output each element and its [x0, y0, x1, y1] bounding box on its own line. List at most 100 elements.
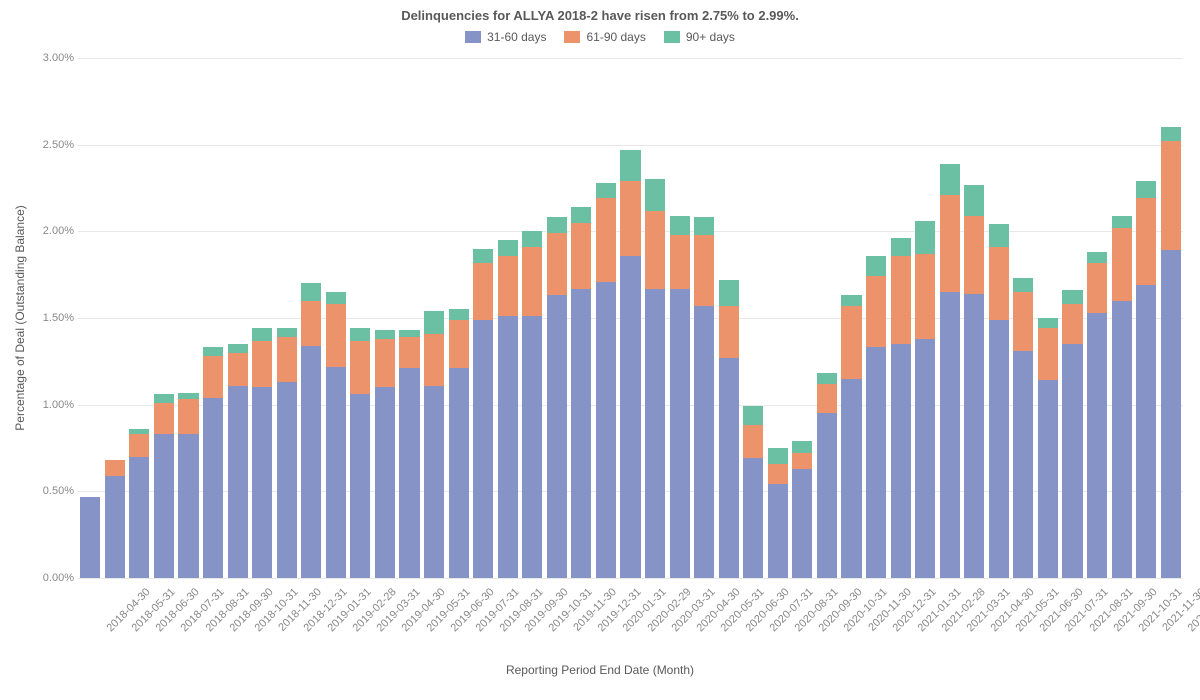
bar-segment: [645, 211, 665, 289]
bar-segment: [129, 457, 149, 578]
bar-segment: [203, 398, 223, 578]
bar-segment: [1136, 198, 1156, 285]
legend-label: 61-90 days: [586, 30, 645, 44]
bar-segment: [792, 469, 812, 578]
bar-segment: [571, 223, 591, 289]
x-axis-label: Reporting Period End Date (Month): [0, 663, 1200, 677]
bar-group: [792, 58, 812, 578]
bar-group: [129, 58, 149, 578]
legend-item: 90+ days: [664, 30, 735, 44]
bar-segment: [891, 344, 911, 578]
bar-segment: [326, 304, 346, 366]
bar-segment: [473, 320, 493, 578]
bar-group: [866, 58, 886, 578]
bar-segment: [1087, 252, 1107, 262]
y-tick-label: 0.00%: [0, 572, 74, 584]
legend-item: 31-60 days: [465, 30, 546, 44]
bar-group: [694, 58, 714, 578]
bar-segment: [670, 216, 690, 235]
y-tick-label: 3.00%: [0, 52, 74, 64]
bar-segment: [375, 387, 395, 578]
bar-group: [252, 58, 272, 578]
bar-group: [449, 58, 469, 578]
bar-segment: [1161, 127, 1181, 141]
bar-segment: [792, 453, 812, 469]
bar-segment: [743, 458, 763, 578]
bar-segment: [350, 328, 370, 340]
bar-segment: [1112, 228, 1132, 301]
bar-segment: [891, 256, 911, 344]
bar-group: [841, 58, 861, 578]
bar-segment: [841, 306, 861, 379]
bar-segment: [252, 387, 272, 578]
bar-group: [178, 58, 198, 578]
chart-title: Delinquencies for ALLYA 2018-2 have rise…: [0, 8, 1200, 23]
bar-group: [301, 58, 321, 578]
bar-segment: [326, 367, 346, 578]
bar-segment: [719, 280, 739, 306]
bar-group: [719, 58, 739, 578]
bar-segment: [817, 384, 837, 413]
bar-segment: [1062, 290, 1082, 304]
bar-segment: [498, 240, 518, 256]
bar-segment: [620, 150, 640, 181]
bar-segment: [424, 386, 444, 578]
bar-segment: [964, 294, 984, 578]
plot-area: [78, 58, 1183, 578]
bar-segment: [449, 368, 469, 578]
bar-group: [375, 58, 395, 578]
bar-segment: [694, 217, 714, 234]
bar-segment: [277, 337, 297, 382]
bar-segment: [301, 301, 321, 346]
bar-group: [915, 58, 935, 578]
y-tick-label: 0.50%: [0, 485, 74, 497]
bar-segment: [915, 221, 935, 254]
bar-segment: [891, 238, 911, 255]
bar-group: [891, 58, 911, 578]
bar-segment: [277, 382, 297, 578]
bar-segment: [940, 195, 960, 292]
bar-group: [596, 58, 616, 578]
bar-segment: [498, 316, 518, 578]
bar-segment: [252, 341, 272, 388]
legend-label: 31-60 days: [487, 30, 546, 44]
bar-segment: [1161, 141, 1181, 250]
bar-segment: [989, 247, 1009, 320]
bar-segment: [1136, 285, 1156, 578]
bar-segment: [915, 339, 935, 578]
bar-group: [817, 58, 837, 578]
y-tick-label: 2.50%: [0, 139, 74, 151]
bar-group: [203, 58, 223, 578]
bar-segment: [719, 358, 739, 578]
chart-legend: 31-60 days 61-90 days 90+ days: [0, 30, 1200, 44]
bar-segment: [473, 249, 493, 263]
bar-segment: [178, 399, 198, 434]
bar-group: [1062, 58, 1082, 578]
bar-segment: [841, 379, 861, 578]
bar-segment: [989, 224, 1009, 247]
bar-segment: [399, 330, 419, 337]
bar-segment: [424, 334, 444, 386]
y-tick-label: 1.00%: [0, 399, 74, 411]
bar-group: [1013, 58, 1033, 578]
bar-segment: [792, 441, 812, 453]
bar-segment: [252, 328, 272, 340]
bar-segment: [1062, 344, 1082, 578]
bar-segment: [596, 282, 616, 578]
legend-swatch: [664, 31, 680, 43]
bar-group: [645, 58, 665, 578]
bar-segment: [105, 476, 125, 578]
bar-group: [424, 58, 444, 578]
bar-segment: [1062, 304, 1082, 344]
bar-segment: [154, 403, 174, 434]
bar-group: [399, 58, 419, 578]
bar-group: [1038, 58, 1058, 578]
bar-segment: [817, 373, 837, 383]
bar-group: [154, 58, 174, 578]
bar-segment: [1038, 318, 1058, 328]
bar-segment: [350, 394, 370, 578]
bar-group: [105, 58, 125, 578]
bar-segment: [670, 289, 690, 578]
legend-swatch: [465, 31, 481, 43]
bar-segment: [498, 256, 518, 317]
